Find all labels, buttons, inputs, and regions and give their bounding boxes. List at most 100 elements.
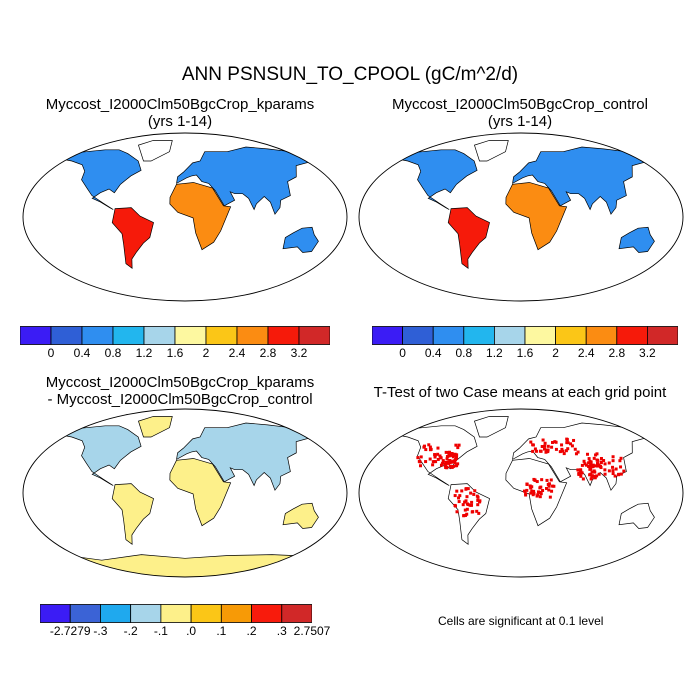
significant-cell [611, 472, 615, 476]
significant-cell [532, 489, 536, 493]
significant-cell [450, 460, 454, 464]
significant-cell [444, 465, 448, 469]
significant-cell [619, 465, 623, 469]
colorbar-swatch [81, 326, 114, 345]
significant-cell [455, 489, 459, 493]
significant-cell [476, 503, 480, 507]
map-kparams [22, 132, 348, 302]
significant-cell [560, 443, 564, 447]
significant-cell [534, 449, 538, 453]
map-ttest [358, 408, 684, 578]
significant-cell [544, 450, 548, 454]
eurasia-landmass [176, 146, 315, 215]
significant-cell [476, 498, 480, 502]
significant-cell [587, 461, 591, 465]
significant-cell [619, 456, 623, 460]
significant-cell [599, 466, 603, 470]
significant-cell [475, 494, 479, 498]
colorbar-swatch [160, 604, 192, 623]
significant-cell [547, 488, 551, 492]
colorbar-swatch [174, 326, 207, 345]
significant-cell [552, 484, 556, 488]
significant-cell [582, 459, 586, 463]
significant-cell [461, 503, 465, 507]
colorbar-swatch [205, 326, 238, 345]
panel-title-line1: Myccost_I2000Clm50BgcCrop_control [392, 96, 648, 113]
significant-cell [538, 486, 542, 490]
africa-landmass [169, 182, 232, 251]
significant-cell [441, 459, 445, 463]
significant-cell [528, 484, 532, 488]
significant-cell [453, 494, 457, 498]
colorbar-tick-label: 2.7507 [293, 624, 331, 638]
colorbar-tick-label: .1 [216, 624, 227, 638]
panel-title-line2: - Myccost_I2000Clm50BgcCrop_control [47, 391, 313, 408]
australia-landmass [282, 502, 319, 529]
south-america-landmass [111, 207, 154, 270]
significant-cell [588, 473, 592, 477]
significant-cell [423, 444, 427, 448]
colorbar-control-ticks: 0 0.4 0.8 1.2 1.6 2 2.4 2.8 3.2 [372, 346, 678, 362]
colorbar-tick-label: .2 [246, 624, 257, 638]
significant-cell [457, 496, 461, 500]
colorbar-swatch [267, 326, 300, 345]
significant-cell [439, 456, 443, 460]
significant-cell [548, 495, 552, 499]
significant-cell [472, 492, 476, 496]
significant-cell [455, 510, 459, 514]
significant-cell [595, 458, 599, 462]
map-border [358, 408, 684, 578]
colorbar-swatch [372, 326, 404, 345]
significant-cell [614, 467, 618, 471]
significant-cell [471, 510, 475, 514]
significant-cell [533, 447, 537, 451]
greenland-landmass [138, 416, 173, 438]
significant-cell [465, 507, 469, 511]
greenland-landmass [138, 140, 173, 162]
significant-cell [424, 448, 428, 452]
significant-cell [532, 477, 536, 481]
ocean [23, 409, 347, 577]
colorbar-tick-label: 0.8 [104, 346, 122, 360]
significant-cell [566, 447, 570, 451]
significant-cell [475, 509, 479, 513]
significant-cell [428, 448, 432, 452]
significant-cell [618, 459, 622, 463]
significant-cell [553, 440, 557, 444]
australia-landmass [618, 226, 655, 253]
significant-cell [603, 468, 607, 472]
significant-cell [457, 443, 461, 447]
significant-cell [607, 469, 611, 473]
colorbar-swatch [281, 604, 312, 623]
significant-cell [566, 441, 570, 445]
significant-cell [464, 513, 468, 517]
significant-cell [541, 438, 545, 442]
significant-cell [565, 438, 569, 442]
significant-cell [449, 453, 453, 457]
colorbar-swatch [69, 604, 101, 623]
significant-cell [445, 455, 449, 459]
significant-cell [539, 449, 543, 453]
significant-cell [543, 444, 547, 448]
significant-cell [454, 443, 458, 447]
eurasia-landmass [176, 422, 315, 491]
significant-cell [438, 454, 442, 458]
colorbar-swatch [20, 326, 52, 345]
significant-cell [579, 471, 583, 475]
significant-cell [542, 447, 546, 451]
colorbar-tick-label: 0.8 [455, 346, 473, 360]
significant-cell [448, 459, 452, 463]
eurasia-landmass [512, 422, 651, 491]
significant-cell [446, 461, 450, 465]
eurasia-landmass [512, 146, 651, 215]
significant-cell [451, 465, 455, 469]
panel-title-line2: (yrs 1-14) [147, 113, 213, 130]
colorbar-tick-label: 0.4 [424, 346, 442, 360]
significant-cell [546, 444, 550, 448]
significant-cell [611, 459, 615, 463]
significant-cell [529, 440, 533, 444]
colorbar-swatch [130, 604, 162, 623]
significant-cell [611, 469, 615, 473]
significant-cell [547, 484, 551, 488]
significant-cell [545, 486, 549, 490]
